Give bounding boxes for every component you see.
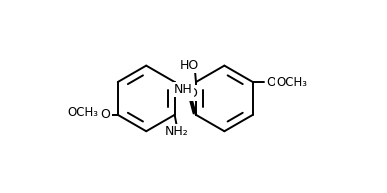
Text: NH: NH <box>174 83 193 96</box>
Text: O: O <box>266 75 276 89</box>
Text: OCH₃: OCH₃ <box>67 106 99 119</box>
Text: HO: HO <box>180 59 199 72</box>
Text: OCH₃: OCH₃ <box>276 75 307 89</box>
Text: O: O <box>187 87 197 100</box>
Text: NH₂: NH₂ <box>165 125 188 138</box>
Text: O: O <box>101 108 111 121</box>
